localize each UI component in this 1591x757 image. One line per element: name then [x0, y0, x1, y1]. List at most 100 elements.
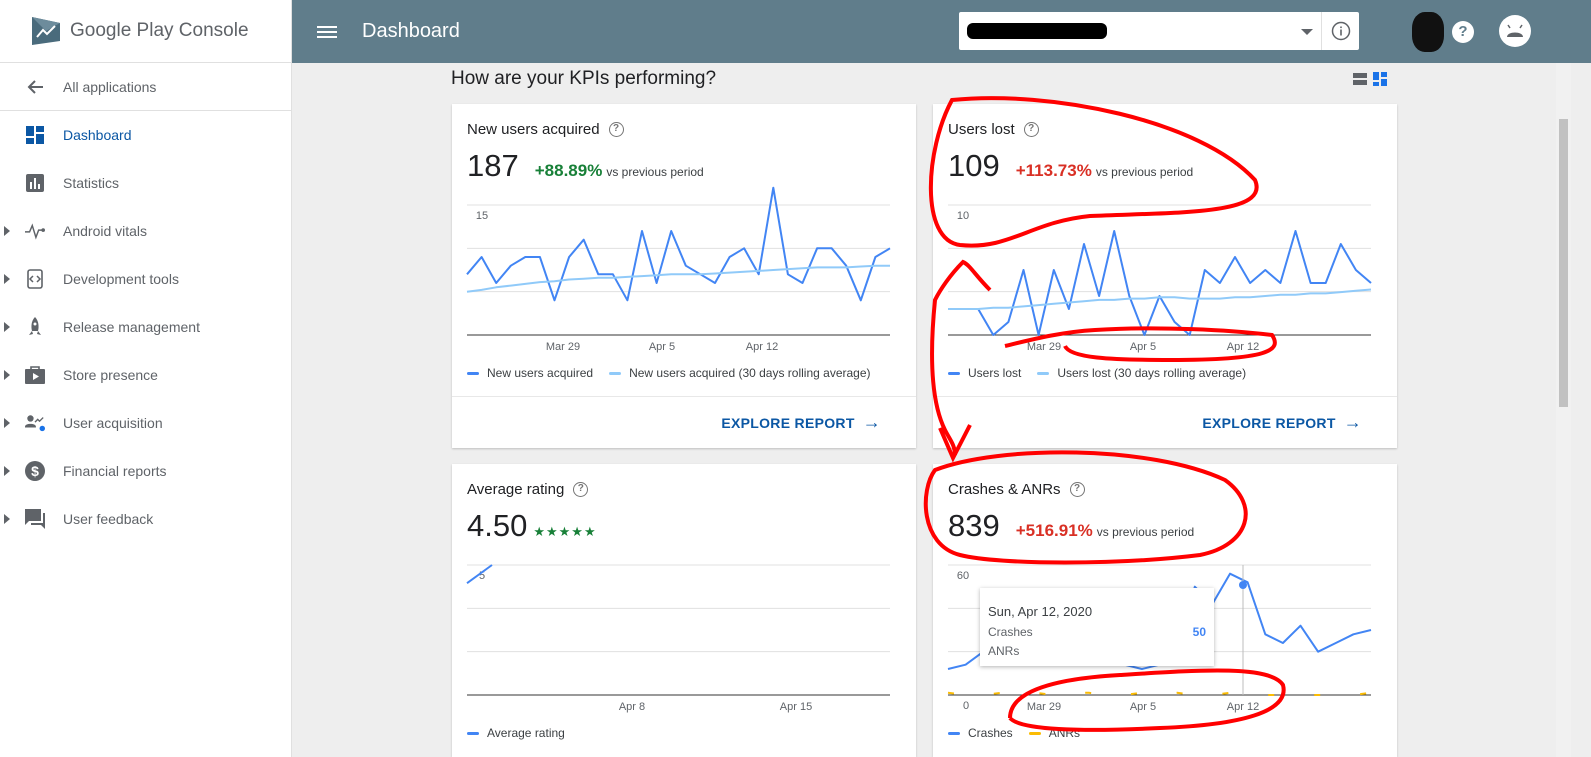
sidebar-item-android-vitals[interactable]: Android vitals — [0, 207, 291, 255]
chart-legend: New users acquired New users acquired (3… — [467, 366, 887, 380]
sidebar-item-label: Financial reports — [63, 463, 167, 479]
kpi-vs-label: vs previous period — [606, 165, 704, 179]
sidebar-item-label: Store presence — [63, 367, 158, 383]
x-tick-label: Mar 29 — [1027, 341, 1061, 353]
grid-view-icon[interactable] — [1373, 72, 1387, 86]
expand-caret-icon[interactable] — [4, 466, 10, 476]
legend-item[interactable]: Average rating — [467, 726, 565, 740]
bar-chart-icon — [25, 173, 45, 193]
series-line-1 — [466, 264, 890, 293]
chevron-down-icon[interactable] — [1301, 29, 1313, 35]
hover-point — [1239, 581, 1247, 589]
sidebar-item-user-acquisition[interactable]: User acquisition — [0, 399, 291, 447]
rocket-icon — [25, 317, 45, 337]
expand-caret-icon[interactable] — [4, 514, 10, 524]
x-tick-label: Apr 5 — [649, 341, 675, 353]
page-title: Dashboard — [362, 20, 460, 42]
x-tick-label: Mar 29 — [1027, 701, 1061, 713]
app-logo[interactable]: Google Play Console — [0, 0, 291, 63]
scrollbar-thumb[interactable] — [1559, 119, 1568, 407]
svg-text:$: $ — [31, 463, 39, 479]
page-scrollbar[interactable] — [1556, 63, 1571, 757]
arrow-right-icon: → — [862, 412, 881, 432]
list-view-icon[interactable] — [1353, 72, 1367, 86]
legend-item[interactable]: New users acquired (30 days rolling aver… — [609, 366, 871, 380]
kpi-metric: 187 +88.89% vs previous period — [467, 148, 704, 184]
app-selector-dropdown[interactable] — [959, 12, 1359, 50]
y-tick-label: 0 — [963, 700, 969, 712]
sidebar-item-label: Release management — [63, 319, 200, 335]
sidebar-item-label: Statistics — [63, 175, 120, 191]
x-tick-label: Mar 29 — [546, 341, 580, 353]
sidebar-item-label: Android vitals — [63, 223, 148, 239]
redacted-app-name — [967, 23, 1107, 39]
x-tick-label: Apr 8 — [619, 701, 645, 713]
expand-caret-icon[interactable] — [4, 418, 10, 428]
rating-stars: ★★★★★ — [533, 524, 597, 539]
sidebar-item-label: User acquisition — [63, 415, 163, 431]
feedback-icon — [25, 509, 45, 529]
all-applications-link[interactable]: All applications — [0, 63, 291, 111]
sidebar-item-label: Dashboard — [63, 127, 132, 143]
sidebar-item-store-presence[interactable]: Store presence — [0, 351, 291, 399]
series-line-1 — [948, 288, 1372, 310]
legend-item[interactable]: New users acquired — [467, 366, 593, 380]
expand-caret-icon[interactable] — [4, 274, 10, 284]
info-icon[interactable] — [1321, 12, 1359, 50]
card-title: Average rating? — [467, 481, 589, 498]
kpi-card-new-users: New users acquired? 187 +88.89% vs previ… — [452, 104, 916, 448]
legend-item[interactable]: Users lost — [948, 366, 1021, 380]
kpi-value: 187 — [467, 148, 519, 183]
y-tick-label: 5 — [479, 570, 485, 582]
kpi-card-average-rating: Average rating? 4.50 ★★★★★ 5 Apr 8 Apr 15 … — [452, 464, 916, 757]
dollar-icon: $ — [25, 461, 45, 481]
legend-item[interactable]: ANRs — [1028, 726, 1080, 740]
redacted-avatar[interactable] — [1412, 12, 1444, 52]
users-lost-chart[interactable]: 10 Mar 29 Apr 5 Apr 12 — [933, 104, 1397, 364]
sidebar-item-dashboard[interactable]: Dashboard — [0, 111, 291, 159]
top-app-bar: Dashboard ? — [292, 0, 1591, 63]
y-tick-label: 60 — [957, 570, 969, 582]
legend-item[interactable]: Users lost (30 days rolling average) — [1037, 366, 1246, 380]
pulse-icon — [25, 221, 45, 241]
sidebar-item-financial-reports[interactable]: $ Financial reports — [0, 447, 291, 495]
card-title: New users acquired? — [467, 121, 624, 138]
legend-item[interactable]: Crashes — [948, 726, 1013, 740]
sidebar-item-statistics[interactable]: Statistics — [0, 159, 291, 207]
code-icon — [25, 269, 45, 289]
help-circle-icon[interactable]: ? — [608, 122, 624, 137]
explore-report-link[interactable]: EXPLORE REPORT → — [1202, 412, 1362, 432]
x-tick-label: Apr 5 — [1130, 701, 1156, 713]
help-icon[interactable]: ? — [1452, 21, 1474, 43]
expand-caret-icon[interactable] — [4, 370, 10, 380]
x-tick-label: Apr 15 — [780, 701, 812, 713]
tooltip-row-anrs: ANRs — [988, 644, 1020, 658]
android-icon[interactable] — [1499, 15, 1531, 47]
chart-legend: Average rating — [467, 726, 581, 740]
view-toggle — [1353, 72, 1387, 86]
back-arrow-icon — [25, 77, 45, 97]
help-circle-icon[interactable]: ? — [573, 482, 589, 497]
series-line-0 — [466, 186, 891, 302]
app-logo-text: Google Play Console — [70, 20, 249, 41]
new-users-chart[interactable]: 15 Mar 29 Apr 5 Apr 12 — [452, 104, 916, 364]
expand-caret-icon[interactable] — [4, 322, 10, 332]
tooltip-date: Sun, Apr 12, 2020 — [988, 604, 1093, 619]
explore-report-link[interactable]: EXPLORE REPORT → — [721, 412, 881, 432]
x-tick-label: Apr 12 — [746, 341, 778, 353]
chart-legend: Crashes ANRs — [948, 726, 1096, 740]
x-tick-label: Apr 12 — [1227, 341, 1259, 353]
sidebar-item-release-management[interactable]: Release management — [0, 303, 291, 351]
y-tick-label: 15 — [476, 210, 488, 222]
card-divider — [933, 396, 1397, 397]
sidebar-item-user-feedback[interactable]: User feedback — [0, 495, 291, 543]
tooltip-row-crashes: Crashes 50 — [988, 625, 1206, 639]
all-applications-label: All applications — [63, 78, 157, 95]
x-tick-label: Apr 12 — [1227, 701, 1259, 713]
sidebar-item-development-tools[interactable]: Development tools — [0, 255, 291, 303]
menu-icon[interactable] — [317, 23, 337, 41]
expand-caret-icon[interactable] — [4, 226, 10, 236]
sidebar: Google Play Console All applications Das… — [0, 0, 292, 757]
average-rating-chart[interactable]: 5 Apr 8 Apr 15 — [452, 464, 916, 724]
y-tick-label: 10 — [957, 210, 969, 222]
